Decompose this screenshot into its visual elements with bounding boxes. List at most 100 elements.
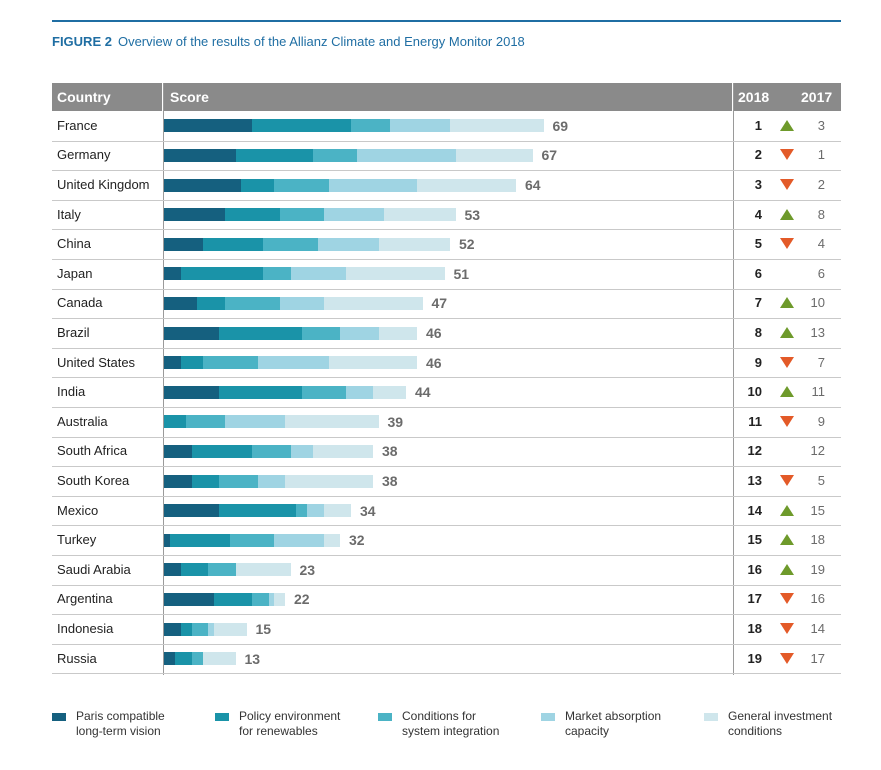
legend-swatch [704,713,718,721]
bar-segment [417,178,516,192]
bar-segment [191,474,219,488]
arrow-down-icon [780,593,794,605]
rank-2017: 16 [810,591,825,607]
column-divider [733,83,734,676]
country-label: Canada [57,295,103,311]
bar-segment [329,356,417,370]
row-divider [52,407,841,408]
rank-2017: 7 [817,354,825,370]
bar-segment [202,237,263,251]
row-divider [52,466,841,468]
country-label: Germany [57,147,111,163]
bar-segment [274,592,285,606]
arrow-down-icon [780,415,794,427]
country-label: Saudi Arabia [57,561,131,577]
rank-2018: 18 [747,621,762,636]
score-label: 38 [382,473,398,489]
header-score: Score [164,83,732,111]
bar-segment [290,267,346,281]
score-label: 46 [426,354,442,371]
rank-2017: 13 [810,325,825,340]
legend-label-line1: General investment [728,709,833,723]
bar-segment [180,622,192,636]
arrow-down-icon [780,475,794,486]
bar-segment [329,178,417,192]
score-label: 67 [541,147,558,164]
rank-2017: 19 [810,561,825,577]
bar-segment [164,119,252,133]
country-label: South Korea [57,473,130,488]
score-label: 69 [552,117,569,134]
bar-segment [301,326,340,340]
arrow-up-icon [780,297,794,309]
score-label: 13 [244,650,261,667]
rank-2018: 7 [754,295,762,311]
bar-segment [169,533,230,547]
rank-2017: 9 [817,413,825,429]
legend-label: Policy environment for renewables [239,709,340,739]
country-label: Indonesia [57,621,114,636]
arrow-down-icon [780,238,794,250]
bar-segment [202,652,236,666]
bar-segment [312,444,373,458]
bar-segment [235,563,291,577]
rank-2017: 12 [810,443,825,459]
bar-segment [296,504,307,518]
score-label: 53 [464,206,481,223]
arrow-up-icon [780,208,794,220]
legend-label: Conditions for system integration [402,709,499,739]
bar-segment [279,208,324,222]
country-label: Turkey [57,532,97,548]
bar-segment [224,296,280,310]
bar-segment [257,356,329,370]
bar-segment [301,385,346,399]
country-label: India [57,384,86,400]
bar-segment [164,652,175,666]
bar-segment [213,592,252,606]
score-label: 32 [349,532,365,549]
arrow-up-icon [780,119,794,131]
legend-label-line2: capacity [565,724,610,738]
header-2018: 2018 [738,89,770,105]
score-label: 47 [431,295,448,312]
bar-segment [191,444,252,458]
country-label: Mexico [57,502,99,518]
bar-segment [191,652,203,666]
row-divider [52,259,841,260]
rank-2018: 19 [747,650,762,666]
bar-segment [378,326,417,340]
figure-title-text: Overview of the results of the Allianz C… [117,34,525,49]
rank-2017: 17 [810,650,825,666]
rank-2018: 5 [754,236,762,252]
bar-segment [384,208,456,222]
bar-segment [241,178,274,192]
row-divider [52,140,841,142]
rank-2018: 17 [747,591,762,607]
country-label: France [57,117,98,133]
figure-number: FIGURE 2 [52,34,112,49]
legend-label-line1: Policy environment [239,709,341,723]
bar-segment [340,326,379,340]
bar-segment [235,148,313,162]
row-divider [52,288,841,290]
row-divider [52,170,841,172]
bar-segment [345,267,445,281]
score-label: 52 [459,236,475,253]
country-label: Italy [57,206,81,222]
bar-segment [323,504,351,518]
bar-segment [356,148,456,162]
score-label: 51 [453,265,470,282]
bar-segment [318,237,379,251]
legend-swatch [215,713,229,721]
arrow-down-icon [780,623,794,634]
row-divider [52,643,841,645]
legend-swatch [378,713,392,721]
legend-label: Paris compatible long-term vision [76,709,165,739]
bar-segment [202,356,258,370]
bar-segment [323,208,384,222]
bar-segment [268,592,274,606]
country-label: Brazil [57,325,90,340]
bar-segment [164,296,197,310]
bar-segment [208,563,236,577]
rank-2017: 10 [810,295,825,311]
